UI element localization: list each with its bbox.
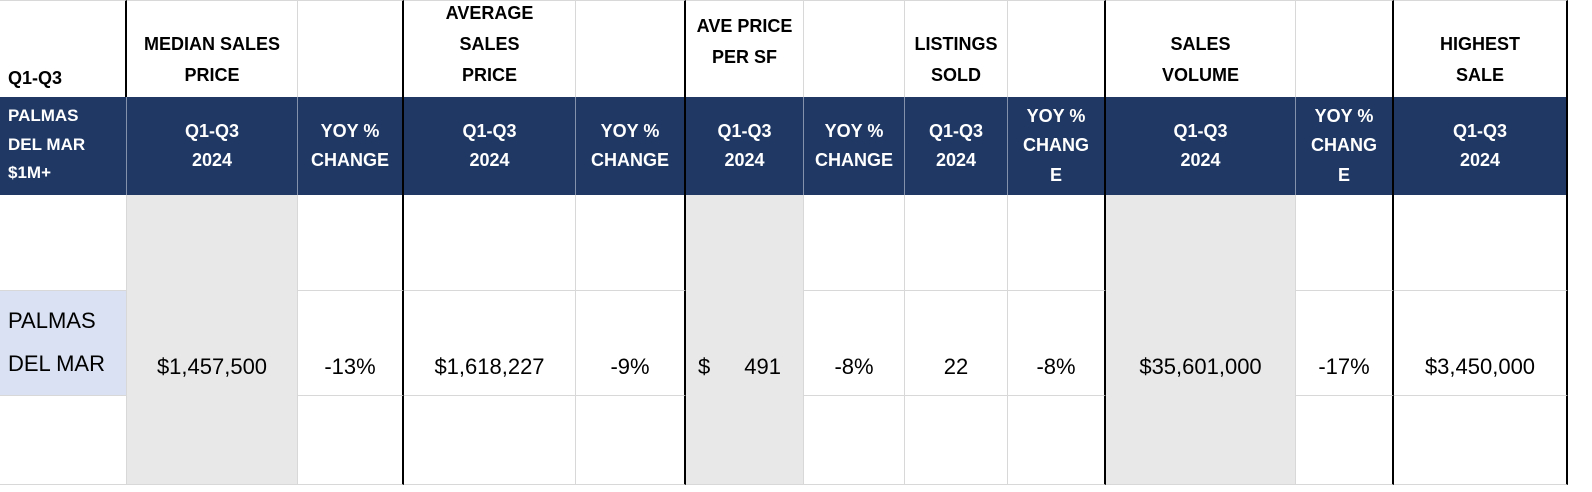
subheader-avesf-yoy-change[interactable]: YOY % CHANGE <box>804 97 905 195</box>
subheader-average-yoy-change[interactable]: YOY % CHANGE <box>576 97 686 195</box>
group-header-median-sales-price[interactable]: MEDIAN SALES PRICE <box>127 0 298 97</box>
empty-cell[interactable] <box>1008 195 1106 290</box>
subheader-median-q1q3-2024[interactable]: Q1-Q3 2024 <box>127 97 298 195</box>
empty-cell[interactable] <box>1008 395 1106 485</box>
subheader-listings-q1q3-2024[interactable]: Q1-Q3 2024 <box>905 97 1008 195</box>
empty-cell[interactable] <box>0 395 127 485</box>
subheader-highest-q1q3-2024[interactable]: Q1-Q3 2024 <box>1394 97 1568 195</box>
empty-cell[interactable] <box>1296 395 1394 485</box>
row-band-header-palmas-del-mar-1m[interactable]: PALMAS DEL MAR $1M+ <box>0 97 127 195</box>
empty-cell[interactable] <box>1296 195 1394 290</box>
group-header-spacer[interactable] <box>1008 0 1106 97</box>
value-sales-volume[interactable]: $35,601,000 <box>1106 290 1296 395</box>
empty-cell[interactable] <box>905 395 1008 485</box>
empty-cell[interactable] <box>576 395 686 485</box>
empty-cell[interactable] <box>1106 395 1296 485</box>
empty-cell[interactable] <box>298 395 404 485</box>
subheader-volume-yoy-change[interactable]: YOY % CHANG E <box>1296 97 1394 195</box>
empty-cell[interactable] <box>804 195 905 290</box>
corner-period-label[interactable]: Q1-Q3 <box>0 0 127 97</box>
empty-cell[interactable] <box>0 195 127 290</box>
empty-cell[interactable] <box>404 395 576 485</box>
group-header-spacer[interactable] <box>1296 0 1394 97</box>
empty-cell[interactable] <box>686 195 804 290</box>
empty-cell[interactable] <box>127 195 298 290</box>
group-header-spacer[interactable] <box>298 0 404 97</box>
row-label-palmas-del-mar[interactable]: PALMAS DEL MAR <box>0 290 127 395</box>
group-header-average-sales-price[interactable]: AVERAGE SALES PRICE <box>404 0 576 97</box>
empty-cell[interactable] <box>404 195 576 290</box>
empty-cell[interactable] <box>804 395 905 485</box>
group-header-listings-sold[interactable]: LISTINGS SOLD <box>905 0 1008 97</box>
currency-symbol: $ <box>698 354 711 379</box>
empty-cell[interactable] <box>686 395 804 485</box>
subheader-listings-yoy-change[interactable]: YOY % CHANG E <box>1008 97 1106 195</box>
subheader-volume-q1q3-2024[interactable]: Q1-Q3 2024 <box>1106 97 1296 195</box>
subheader-median-yoy-change[interactable]: YOY % CHANGE <box>298 97 404 195</box>
group-header-sales-volume[interactable]: SALES VOLUME <box>1106 0 1296 97</box>
value-median-yoy-change[interactable]: -13% <box>298 290 404 395</box>
value-average-sales-price[interactable]: $1,618,227 <box>404 290 576 395</box>
empty-cell[interactable] <box>1394 395 1568 485</box>
value-avesf-yoy-change[interactable]: -8% <box>804 290 905 395</box>
group-header-spacer[interactable] <box>804 0 905 97</box>
subheader-average-q1q3-2024[interactable]: Q1-Q3 2024 <box>404 97 576 195</box>
sales-summary-table: Q1-Q3 MEDIAN SALES PRICE AVERAGE SALES P… <box>0 0 1568 485</box>
empty-cell[interactable] <box>1394 195 1568 290</box>
value-median-sales-price[interactable]: $1,457,500 <box>127 290 298 395</box>
amount: 491 <box>744 354 781 379</box>
empty-cell[interactable] <box>576 195 686 290</box>
value-volume-yoy-change[interactable]: -17% <box>1296 290 1394 395</box>
value-average-yoy-change[interactable]: -9% <box>576 290 686 395</box>
subheader-avesf-q1q3-2024[interactable]: Q1-Q3 2024 <box>686 97 804 195</box>
value-listings-sold[interactable]: 22 <box>905 290 1008 395</box>
empty-cell[interactable] <box>127 395 298 485</box>
empty-cell[interactable] <box>298 195 404 290</box>
group-header-spacer[interactable] <box>576 0 686 97</box>
empty-cell[interactable] <box>1106 195 1296 290</box>
group-header-highest-sale[interactable]: HIGHEST SALE <box>1394 0 1568 97</box>
value-ave-price-per-sf[interactable]: $ 491 <box>686 290 804 395</box>
group-header-ave-price-per-sf[interactable]: AVE PRICE PER SF <box>686 0 804 97</box>
value-listings-yoy-change[interactable]: -8% <box>1008 290 1106 395</box>
empty-cell[interactable] <box>905 195 1008 290</box>
value-highest-sale[interactable]: $3,450,000 <box>1394 290 1568 395</box>
